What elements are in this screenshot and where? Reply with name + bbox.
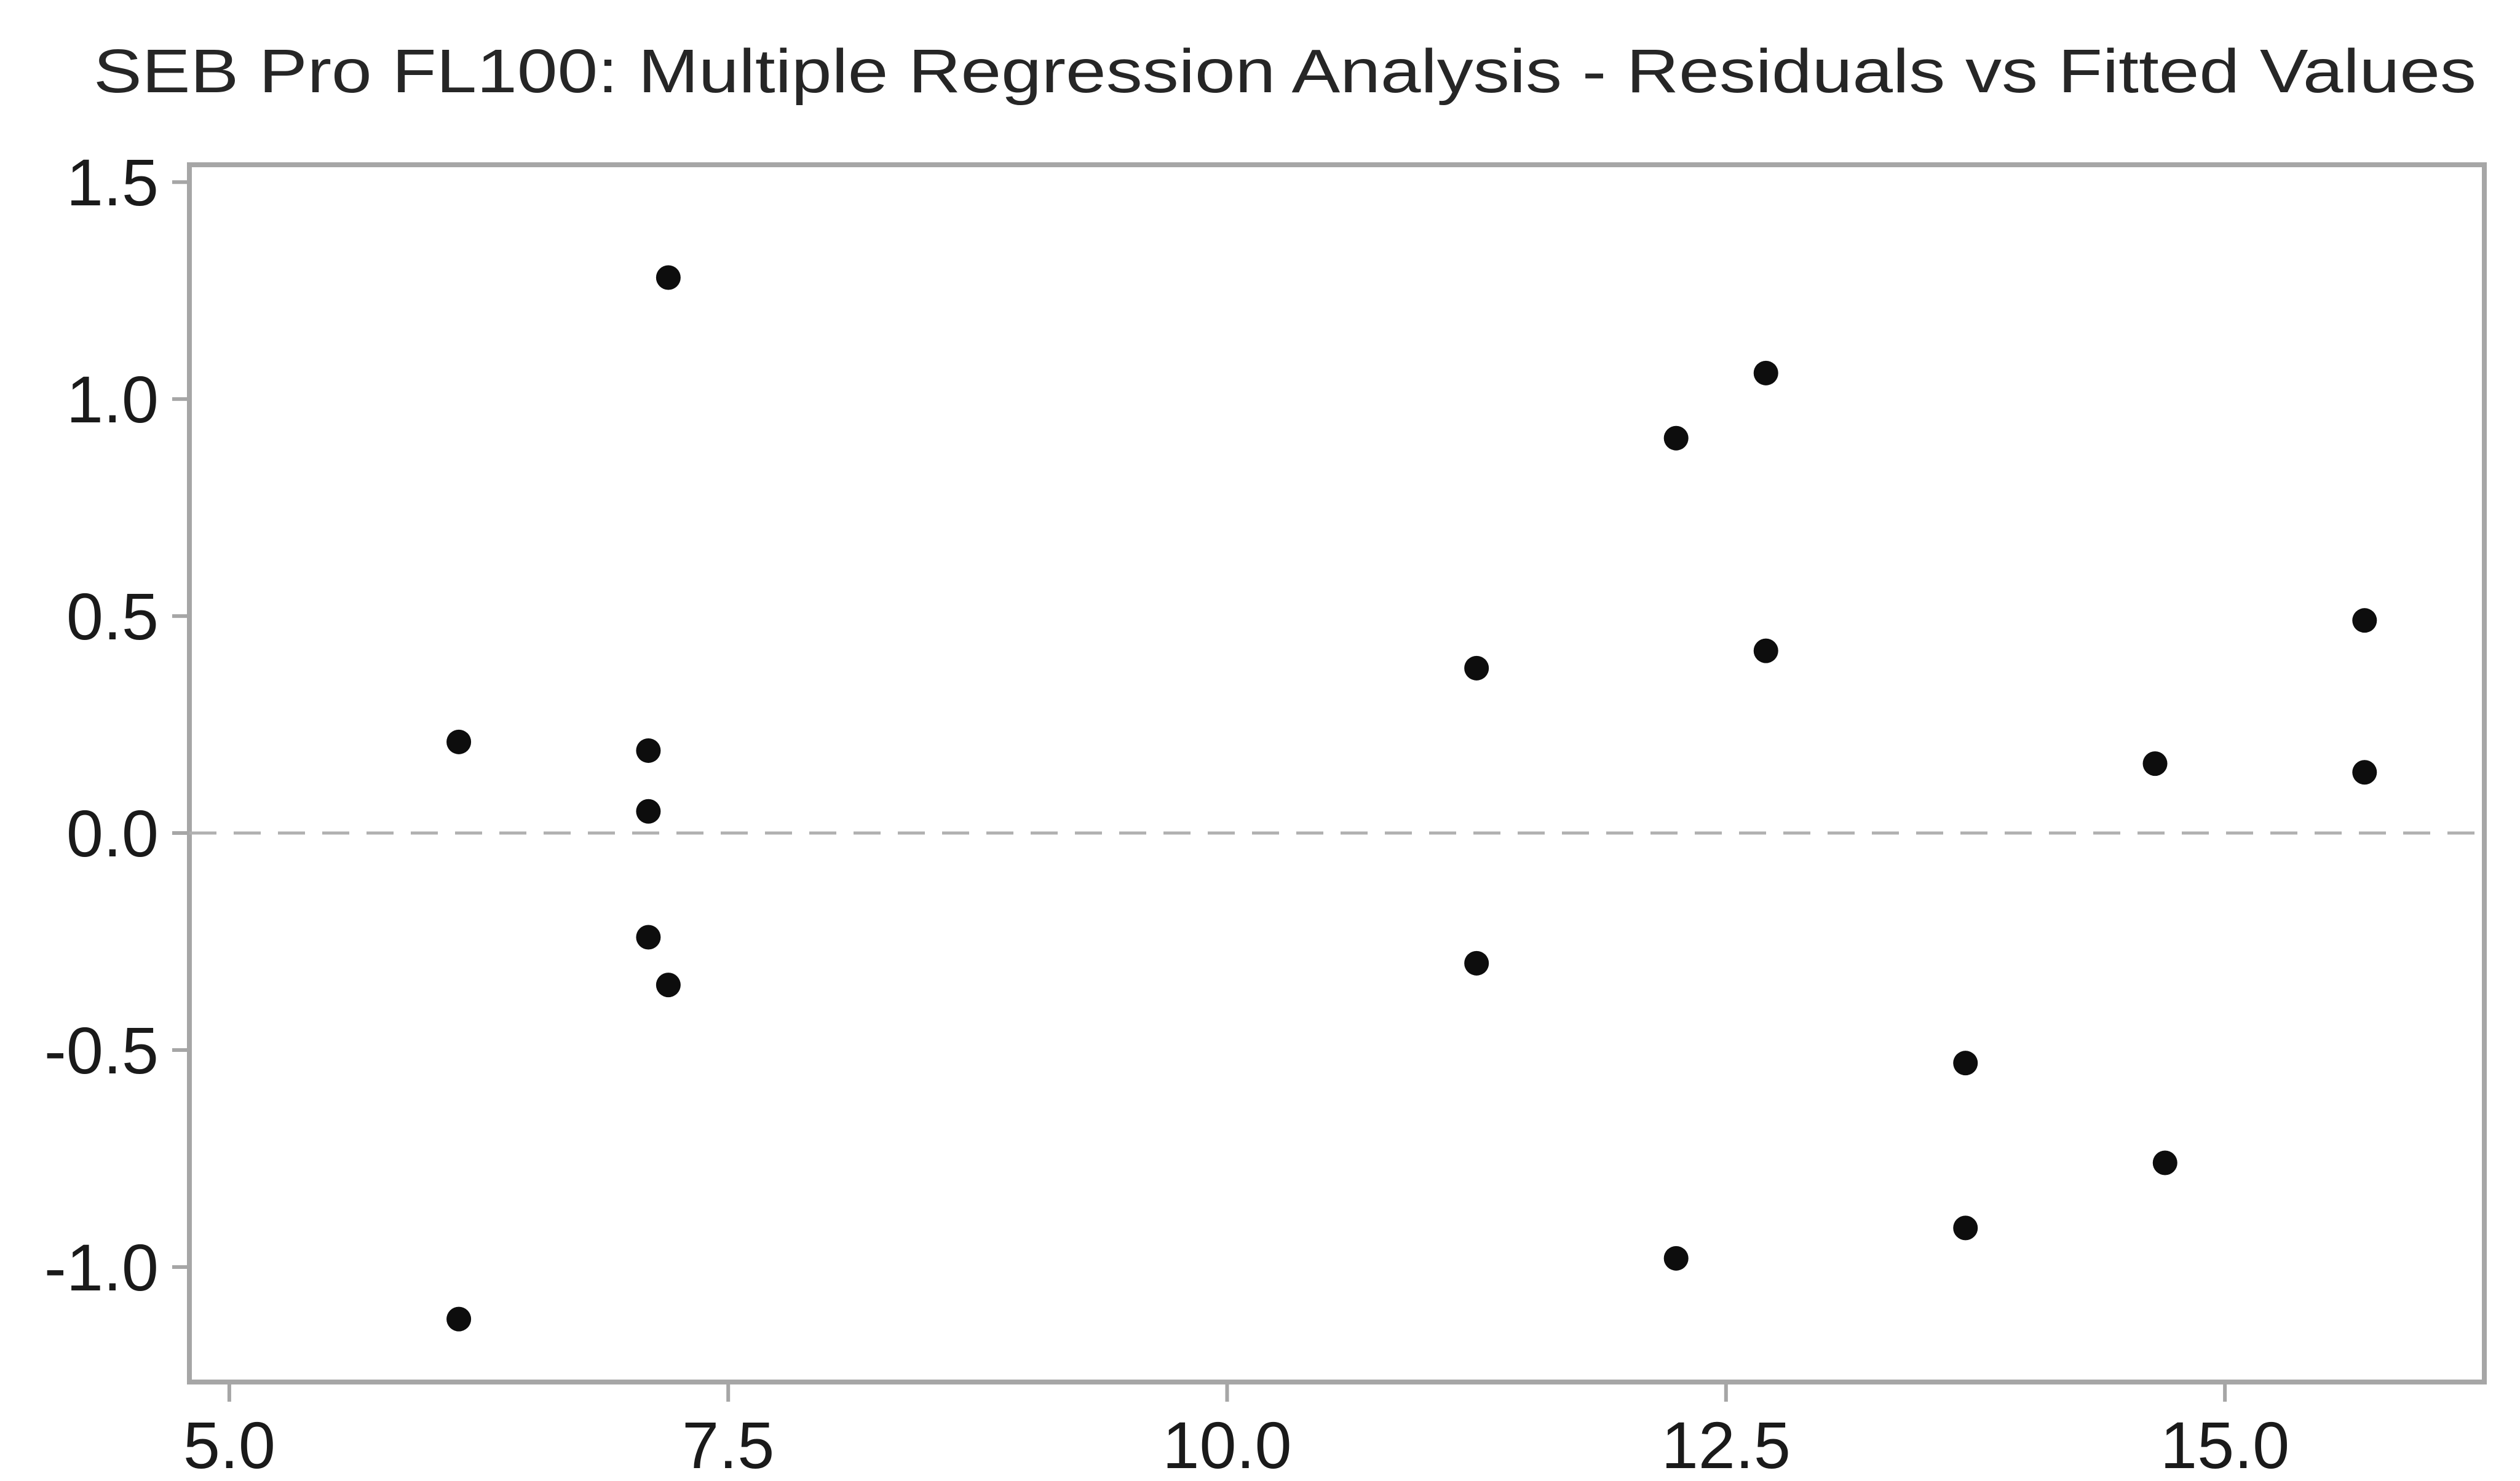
y-tick-label: 0.5 [66,579,159,654]
x-tick-label: 5.0 [183,1408,275,1481]
data-point [656,973,681,998]
y-tick-label: 1.5 [66,145,159,219]
data-point [1753,638,1778,663]
chart-title: SEB Pro FL100: Multiple Regression Analy… [93,37,2476,106]
x-tick-label: 10.0 [1162,1408,1291,1481]
data-point [636,925,661,950]
x-tick-label: 15.0 [2160,1408,2289,1481]
data-point [2142,751,2168,776]
data-point [1953,1051,1978,1076]
x-axis: 5.0 7.5 10.0 12.5 15.0 [183,1384,2289,1481]
x-tick-label: 7.5 [682,1408,774,1481]
data-point [446,729,472,754]
data-point [656,265,681,290]
data-point [2152,1150,2177,1175]
y-tick-label: 1.0 [66,362,159,436]
data-point [636,799,661,824]
data-points [446,265,2377,1332]
y-axis: 1.5 1.0 0.5 0.0 -0.5 -1.0 [44,145,187,1305]
y-tick-label: -1.0 [44,1230,159,1305]
data-point [1663,1246,1689,1271]
plot-area-border [187,162,2487,1384]
data-point [2352,760,2377,785]
data-point [1753,360,1778,385]
data-point [1464,655,1489,681]
data-point [1663,425,1689,451]
x-tick-label: 12.5 [1662,1408,1791,1481]
data-point [2352,608,2377,633]
data-point [1464,950,1489,976]
data-point [446,1306,472,1332]
data-point [1953,1215,1978,1241]
y-tick-label: 0.0 [66,796,159,871]
y-tick-label: -0.5 [44,1013,159,1088]
data-point [636,738,661,763]
